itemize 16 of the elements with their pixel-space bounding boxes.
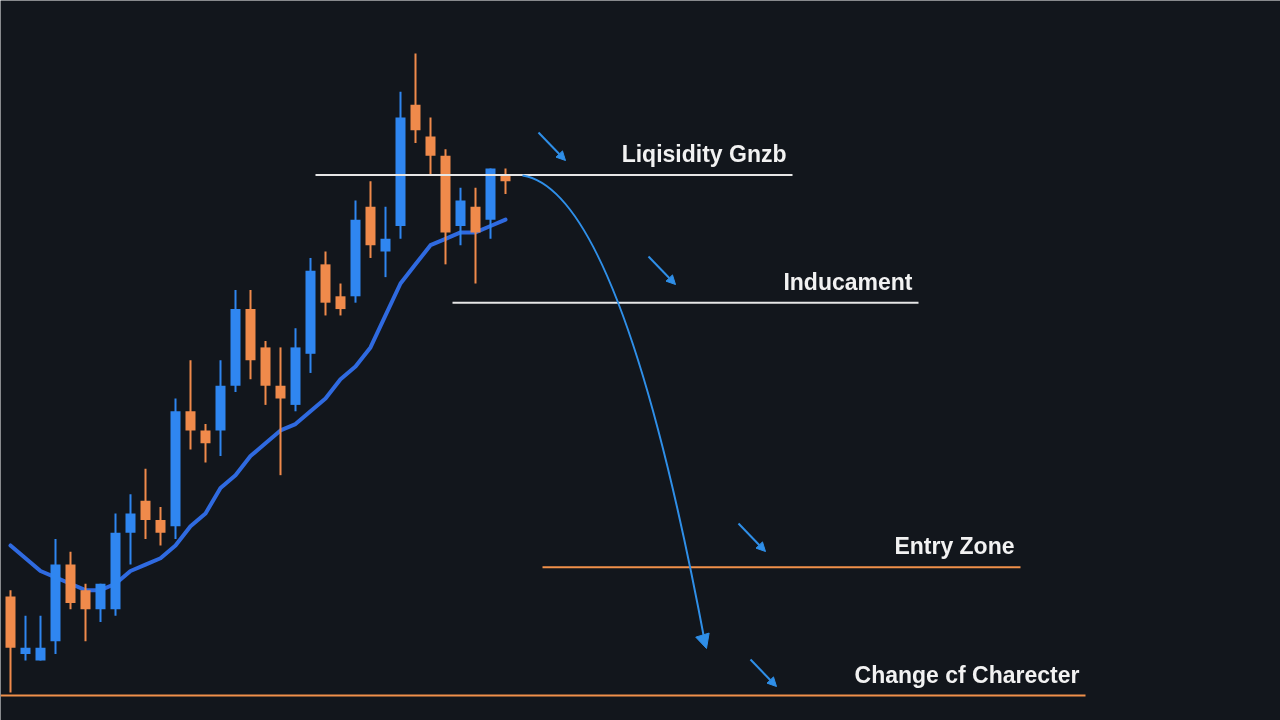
candlestick — [125, 493, 136, 566]
ref-line-label: Entry Zone — [894, 533, 1015, 560]
candlestick — [335, 282, 346, 317]
candlestick — [200, 423, 211, 464]
candlestick — [140, 467, 151, 541]
candlestick — [425, 116, 436, 176]
candlestick — [155, 506, 166, 547]
ref-line-label: Inducament — [783, 268, 913, 295]
ref-line-label: Change cf Charecter — [854, 661, 1080, 688]
candlestick — [185, 359, 196, 451]
ref-line-label: Liqisidity Gnzb — [621, 140, 787, 167]
candlestick — [35, 614, 46, 662]
candlestick — [20, 614, 31, 662]
candlestick — [380, 205, 391, 279]
candlestick — [275, 346, 286, 477]
candlestick — [80, 582, 91, 643]
